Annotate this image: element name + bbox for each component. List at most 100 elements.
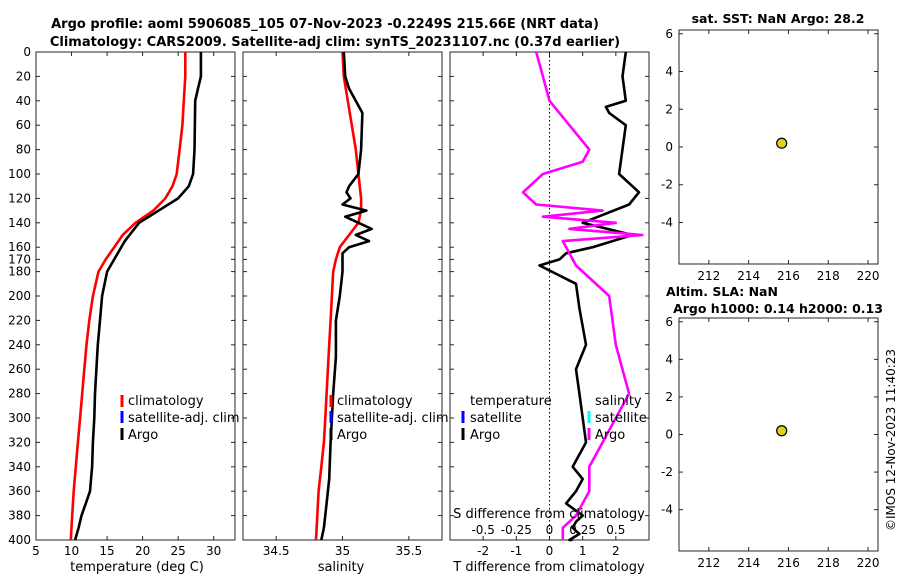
- plot-frame: [35, 51, 236, 541]
- y-tick-label: -4: [661, 215, 673, 229]
- sla-panel: 212 214 216 218 220 6 4 2 0 -2 -4: [661, 315, 879, 570]
- x-tick-label: 15: [99, 544, 114, 558]
- x-tick-label: 212: [697, 556, 720, 570]
- depth-tick-label: 200: [8, 289, 31, 303]
- x-tick-label: 35: [335, 544, 350, 558]
- main-title-line1: Argo profile: aoml 5906085_105 07-Nov-20…: [51, 17, 599, 32]
- legend-t-argo-label: Argo: [470, 428, 500, 443]
- y-tick-label: 4: [665, 65, 673, 79]
- legend-argo-label: Argo: [128, 428, 158, 443]
- salinity-panel: 34.5 35 35.5: [242, 51, 443, 558]
- s-tick-label: 0.25: [569, 523, 596, 537]
- x-tick-label: -2: [477, 544, 489, 558]
- main-title-line2: Climatology: CARS2009. Satellite-adj cli…: [50, 35, 620, 50]
- x-tick-label: 5: [32, 544, 40, 558]
- series-line-t-difference-argo: [538, 51, 641, 542]
- depth-tick-label: 360: [8, 484, 31, 498]
- x-tick-label: 2: [612, 544, 620, 558]
- x-tick-label: 216: [777, 556, 800, 570]
- sst-title: sat. SST: NaN Argo: 28.2: [692, 11, 865, 26]
- x-tick-label: 34.5: [263, 544, 290, 558]
- depth-tick-label: 240: [8, 338, 31, 352]
- x-tick-label: 0: [546, 544, 554, 558]
- series-line-argo: [73, 52, 203, 541]
- argo-position-marker: [776, 137, 788, 149]
- x-tick-label: 220: [857, 556, 880, 570]
- legend-s-argo-label: Argo: [595, 428, 625, 443]
- argo-position-marker: [776, 425, 788, 437]
- temperature-xlabel: temperature (deg C): [70, 560, 204, 575]
- depth-tick-label: 120: [8, 191, 31, 205]
- depth-tick-label: 400: [8, 533, 31, 547]
- x-tick-label: 25: [171, 544, 186, 558]
- legend-argo-label: Argo: [337, 428, 367, 443]
- depth-tick-label: 100: [8, 167, 31, 181]
- s-tick-label: 0: [546, 523, 554, 537]
- tdiff-xlabel: T difference from climatology: [452, 560, 645, 575]
- s-tick-label: -0.5: [471, 523, 494, 537]
- y-tick-label: 6: [665, 27, 673, 41]
- salinity-xlabel: salinity: [318, 560, 365, 575]
- temperature-legend: climatology satellite-adj. clim Argo: [120, 394, 240, 443]
- x-tick-label: -1: [510, 544, 522, 558]
- legend-climatology-label: climatology: [337, 394, 413, 409]
- x-tick-label: 216: [777, 269, 800, 283]
- depth-tick-label: 140: [8, 216, 31, 230]
- legend-t-satellite-label: satellite: [470, 411, 522, 426]
- series-line-s-difference-argo: [521, 51, 644, 540]
- legend-climatology-label: climatology: [128, 394, 204, 409]
- sdiff-label: S difference from climatology: [453, 507, 645, 522]
- y-tick-label: 0: [665, 140, 673, 154]
- depth-tick-label: 160: [8, 240, 31, 254]
- depth-tick-label: 180: [8, 265, 31, 279]
- x-tick-label: 30: [206, 544, 221, 558]
- depth-tick-label: 300: [8, 411, 31, 425]
- timestamp-stamp: ©IMOS 12-Nov-2023 11:40:23: [884, 349, 898, 531]
- legend-salinity-header: salinity: [595, 394, 642, 409]
- s-tick-label: 0.5: [606, 523, 625, 537]
- y-tick-label: -2: [661, 178, 673, 192]
- depth-tick-label: 220: [8, 313, 31, 327]
- x-tick-label: 10: [64, 544, 79, 558]
- depth-tick-label: 340: [8, 460, 31, 474]
- x-tick-label: 220: [857, 269, 880, 283]
- salinity-legend: climatology satellite-adj. clim Argo: [329, 394, 449, 443]
- y-tick-label: 6: [665, 315, 673, 329]
- y-tick-label: 4: [665, 352, 673, 366]
- depth-tick-label: 380: [8, 509, 31, 523]
- series-line-argo: [320, 51, 374, 541]
- legend-s-satellite-label: satellite: [595, 411, 647, 426]
- x-tick-label: 218: [817, 556, 840, 570]
- y-tick-label: 2: [665, 390, 673, 404]
- depth-tick-label: 40: [16, 94, 31, 108]
- legend-temperature-header: temperature: [470, 394, 552, 409]
- x-tick-label: 218: [817, 269, 840, 283]
- series-line-climatology: [69, 52, 187, 541]
- y-tick-label: 0: [665, 428, 673, 442]
- depth-tick-label: 320: [8, 435, 31, 449]
- depth-tick-label: 20: [16, 69, 31, 83]
- x-tick-label: 214: [737, 269, 760, 283]
- depth-tick-label: 280: [8, 387, 31, 401]
- legend-satellite-label: satellite-adj. clim: [337, 411, 449, 426]
- x-tick-label: 20: [135, 544, 150, 558]
- sla-title-line1: Altim. SLA: NaN: [666, 284, 778, 299]
- depth-tick-label: 60: [16, 118, 31, 132]
- x-tick-label: 212: [697, 269, 720, 283]
- x-tick-label: 1: [579, 544, 587, 558]
- temperature-panel: 5 10 15 20 25 30: [32, 51, 236, 558]
- y-tick-label: -4: [661, 503, 673, 517]
- sst-panel: 212 214 216 218 220 6 4 2 0 -2 -4: [661, 27, 879, 283]
- series-line-climatology: [314, 51, 363, 541]
- x-tick-label: 35.5: [395, 544, 422, 558]
- difference-panel: -2 -1 0 1 2 -0.5 -0.25 0 0.25 0.5: [449, 51, 650, 558]
- depth-tick-label: 170: [8, 252, 31, 266]
- depth-tick-label: 80: [16, 143, 31, 157]
- sla-title-line2: Argo h1000: 0.14 h2000: 0.13: [673, 301, 883, 316]
- y-tick-label: 2: [665, 102, 673, 116]
- s-tick-label: -0.25: [501, 523, 532, 537]
- plot-frame: [242, 51, 443, 541]
- legend-satellite-label: satellite-adj. clim: [128, 411, 240, 426]
- depth-tick-label: 0: [23, 45, 31, 59]
